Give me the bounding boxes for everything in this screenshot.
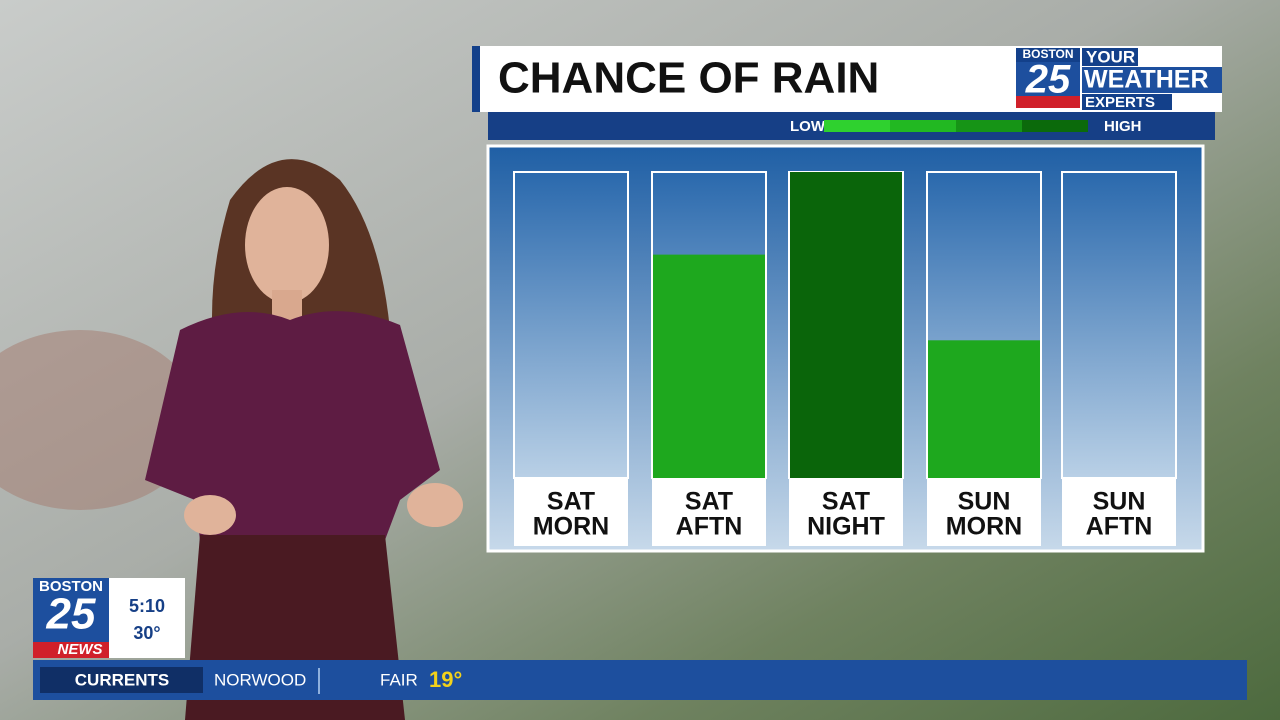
clock-brand: NEWS: [58, 641, 103, 658]
x-tick-label: AFTN: [1086, 513, 1153, 541]
bar: [790, 172, 902, 478]
scale-seg: [1022, 120, 1088, 132]
scale-seg: [956, 120, 1022, 132]
x-tick-label: MORN: [946, 513, 1022, 541]
logo-tagline: EXPERTS: [1085, 94, 1155, 111]
x-tick-label: MORN: [533, 513, 609, 541]
clock-time: 5:10: [129, 596, 165, 616]
bar: [928, 340, 1040, 478]
x-tick-label: NIGHT: [807, 513, 885, 541]
x-tick-label: SAT: [685, 488, 733, 516]
x-tick-label: SUN: [1093, 488, 1146, 516]
scale-seg: [890, 120, 956, 132]
ticker-label: CURRENTS: [75, 670, 169, 689]
label-box: [514, 478, 628, 546]
title-stripe: [472, 46, 480, 112]
label-box: [1062, 478, 1176, 546]
logo-red: [1016, 96, 1080, 108]
clock-temp: 30°: [133, 623, 160, 643]
x-tick-label: SAT: [547, 488, 595, 516]
x-tick-label: SUN: [958, 488, 1011, 516]
logo-city: BOSTON: [1022, 47, 1073, 61]
clock-red: [33, 642, 109, 658]
label-box: [652, 478, 766, 546]
logo-city-bg: [1016, 48, 1080, 62]
x-tick-label: SAT: [822, 488, 870, 516]
logo-tagline: YOUR: [1086, 47, 1135, 66]
ticker: [33, 660, 1247, 700]
logo-tagline: WEATHER: [1084, 66, 1209, 94]
ticker-condition: FAIR: [380, 670, 418, 689]
scale-high: HIGH: [1104, 118, 1142, 135]
tag-bg-2: [1082, 67, 1222, 93]
x-tick-label: AFTN: [676, 513, 743, 541]
label-box: [789, 478, 903, 546]
column: [513, 171, 629, 479]
label-box: [927, 478, 1041, 546]
tag-bg-1: [1082, 48, 1138, 66]
clock-city: BOSTON: [39, 578, 103, 595]
scale-seg: [824, 120, 890, 132]
bar: [653, 254, 765, 478]
tag-bg-3: [1082, 94, 1172, 110]
clock-logo-number: 25: [46, 590, 96, 639]
logo-number: 25: [1025, 58, 1071, 102]
ticker-temp: 19°: [429, 667, 462, 692]
chart-title: CHANCE OF RAIN: [498, 54, 879, 103]
ticker-label-bg: [40, 667, 203, 693]
title-box: [472, 46, 1017, 112]
ticker-location: NORWOOD: [214, 670, 306, 689]
scale-low: LOW: [790, 118, 826, 135]
column: [1061, 171, 1177, 479]
